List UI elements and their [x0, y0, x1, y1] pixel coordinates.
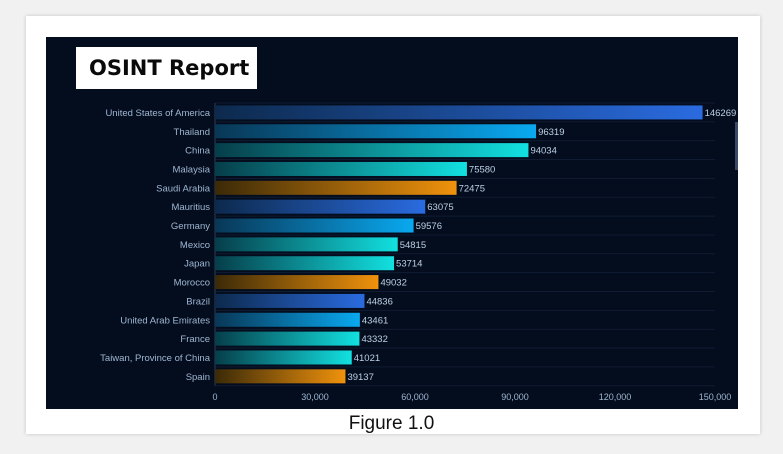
bar[interactable]	[215, 143, 529, 158]
category-label: Malaysia	[173, 164, 211, 175]
value-label: 41021	[354, 353, 380, 364]
category-label: Mexico	[180, 240, 210, 251]
category-label: China	[185, 146, 211, 157]
category-label: Morocco	[174, 278, 210, 289]
bar[interactable]	[215, 218, 414, 233]
bar[interactable]	[215, 180, 457, 195]
category-label: Germany	[171, 221, 210, 232]
category-label: United Arab Emirates	[120, 315, 210, 326]
category-label: Thailand	[174, 127, 210, 138]
bar[interactable]	[215, 275, 379, 290]
bar[interactable]	[215, 350, 352, 365]
category-label: Taiwan, Province of China	[100, 353, 211, 364]
bar[interactable]	[215, 256, 395, 271]
bar[interactable]	[215, 199, 426, 214]
value-label: 63075	[427, 202, 453, 213]
x-tick-label: 0	[212, 392, 217, 402]
value-label: 94034	[530, 146, 556, 157]
category-label: Spain	[186, 372, 210, 383]
value-label: 75580	[469, 164, 495, 175]
value-label: 72475	[459, 183, 485, 194]
report-title: OSINT Report	[89, 56, 250, 80]
grid-lines	[215, 102, 715, 387]
report-title-box: OSINT Report	[76, 47, 257, 89]
category-label: Brazil	[186, 296, 210, 307]
x-tick-label: 120,000	[599, 392, 632, 402]
bar[interactable]	[215, 312, 360, 327]
bar[interactable]	[215, 331, 360, 346]
x-tick-label: 30,000	[301, 392, 329, 402]
value-label: 44836	[366, 296, 392, 307]
category-label: Saudi Arabia	[156, 183, 211, 194]
value-label: 43332	[361, 334, 387, 345]
bar[interactable]	[215, 161, 467, 176]
value-label: 59576	[416, 221, 442, 232]
chart-panel: United States of America 146269 Thailand 96…	[46, 37, 738, 409]
scrollbar-thumb[interactable]	[735, 122, 738, 170]
category-label: Mauritius	[171, 202, 210, 213]
bar[interactable]	[215, 369, 346, 384]
value-label: 43461	[362, 315, 388, 326]
value-label: 39137	[347, 372, 373, 383]
bar[interactable]	[215, 105, 703, 120]
x-tick-label: 90,000	[501, 392, 529, 402]
value-label: 53714	[396, 259, 422, 270]
value-label: 146269	[705, 108, 737, 119]
x-tick-label: 60,000	[401, 392, 429, 402]
bar[interactable]	[215, 124, 537, 139]
category-label: France	[180, 334, 210, 345]
x-tick-label: 150,000	[699, 392, 732, 402]
value-label: 96319	[538, 127, 564, 138]
value-label: 49032	[380, 278, 406, 289]
category-label: Japan	[184, 259, 210, 270]
bar[interactable]	[215, 237, 398, 252]
bar-chart: United States of America 146269 Thailand 96…	[100, 102, 737, 402]
bar[interactable]	[215, 293, 365, 308]
category-label: United States of America	[105, 108, 210, 119]
value-label: 54815	[400, 240, 426, 251]
figure-caption: Figure 1.0	[348, 413, 435, 434]
